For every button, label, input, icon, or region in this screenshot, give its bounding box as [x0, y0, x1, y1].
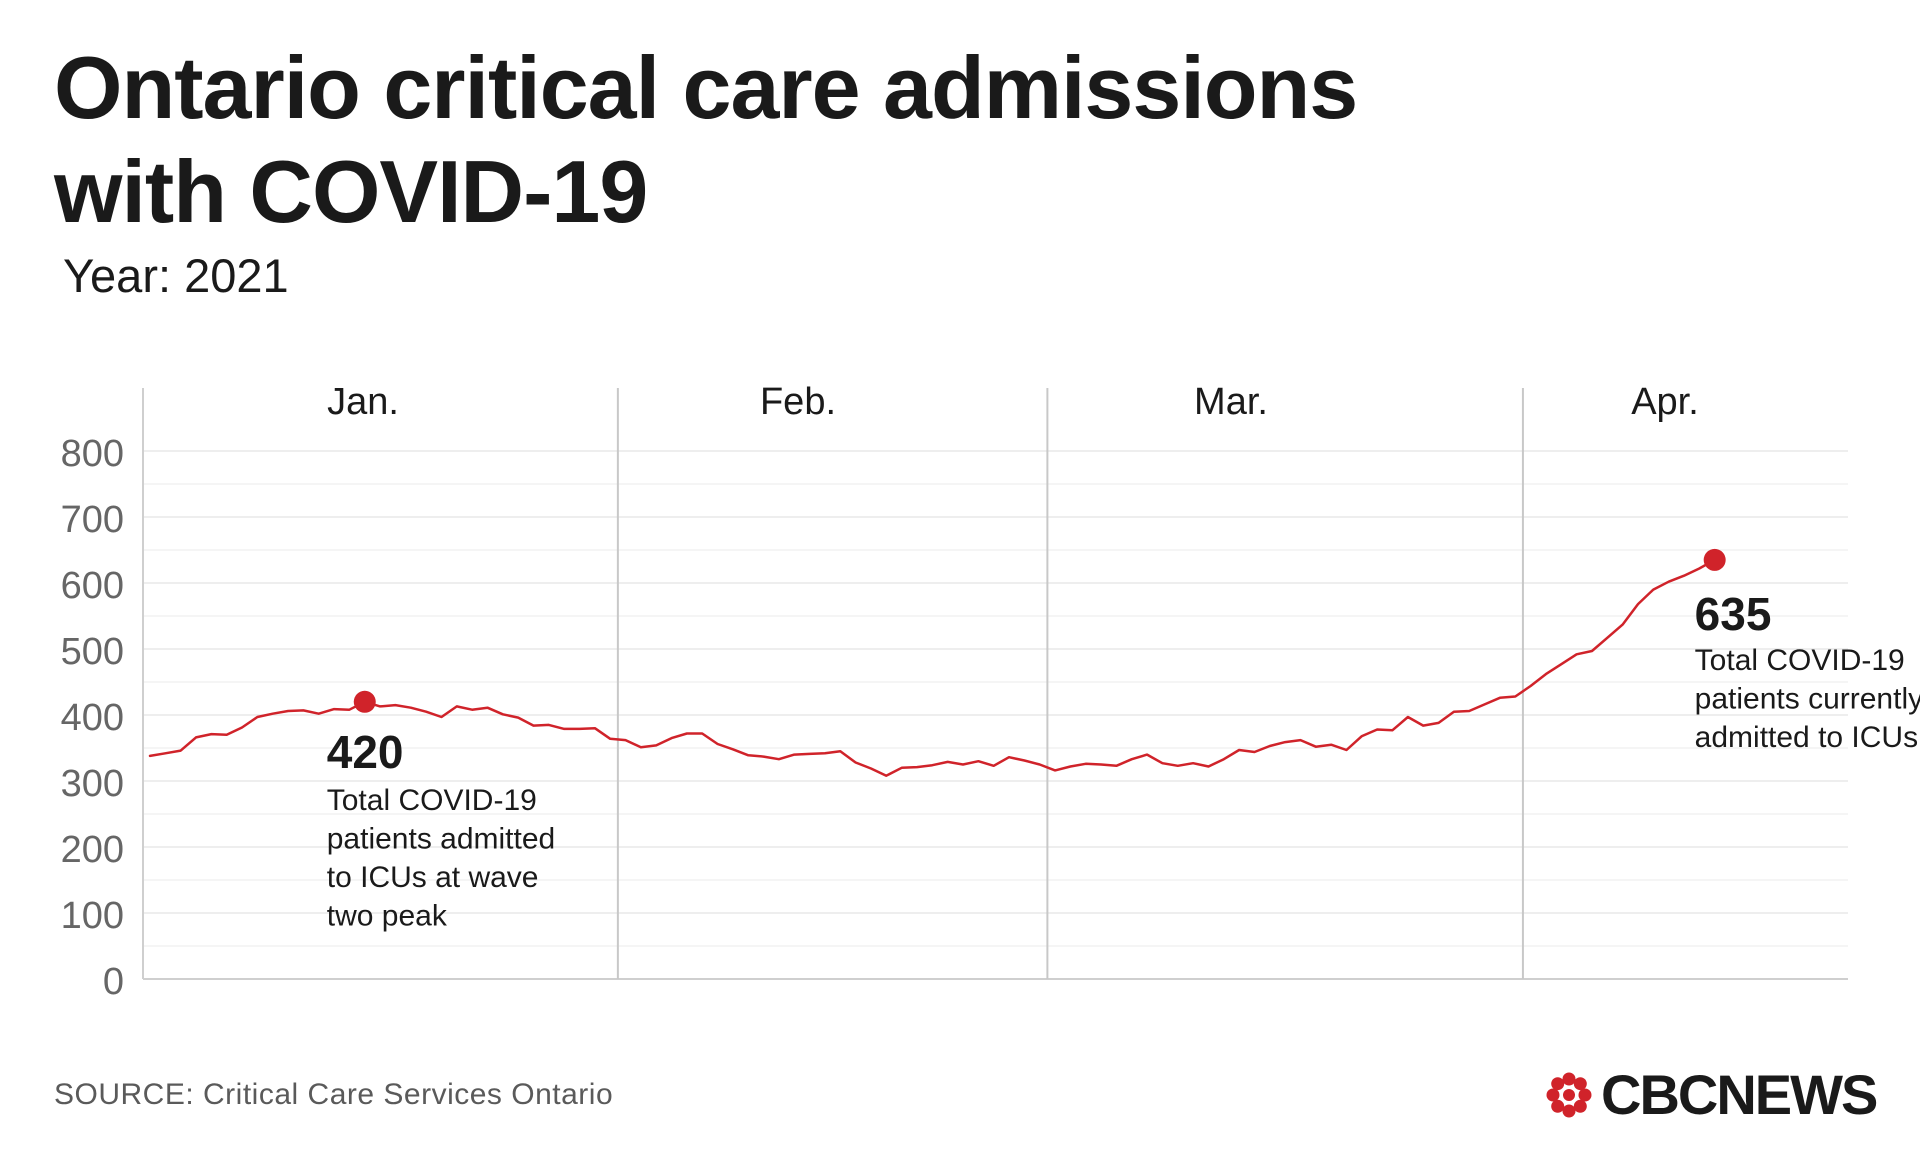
annotation-text-line: admitted to ICUs: [1695, 721, 1918, 754]
annotation-text-line: two peak: [327, 899, 448, 932]
title-line-1: Ontario critical care admissions: [54, 38, 1358, 137]
y-tick-label: 100: [61, 895, 124, 937]
annotation-marker: [1703, 548, 1726, 571]
logo-wordmark: CBCNEWS: [1601, 1063, 1878, 1126]
annotation-text-line: to ICUs at wave: [327, 861, 539, 894]
annotation-text-line: patients currently: [1695, 682, 1920, 715]
gem-center: [1563, 1089, 1575, 1101]
gem-petals: [1546, 1072, 1592, 1118]
annotation-text-line: Total COVID-19: [1695, 644, 1905, 677]
annotation-value: 635: [1695, 588, 1772, 640]
y-tick-label: 200: [61, 829, 124, 871]
y-tick-label: 500: [61, 631, 124, 673]
series-line: [148, 558, 1716, 777]
annotation-marker: [353, 690, 376, 713]
y-tick-label: 800: [61, 433, 124, 475]
y-tick-label: 400: [61, 697, 124, 739]
y-tick-label: 700: [61, 499, 124, 541]
annotation-text-line: patients admitted: [327, 822, 555, 855]
y-tick-label: 600: [61, 565, 124, 607]
annotation-text-line: Total COVID-19: [327, 784, 537, 817]
y-tick-label: 0: [103, 961, 124, 1003]
title-line-2: with COVID-19: [54, 142, 648, 241]
chart-subtitle: Year: 2021: [63, 249, 289, 302]
month-label: Jan.: [327, 381, 399, 423]
chart-title: Ontario critical care admissions with CO…: [54, 36, 1554, 244]
cbc-news-logo: CBCNEWS: [1545, 1063, 1878, 1127]
source-note: SOURCE: Critical Care Services Ontario: [54, 1078, 614, 1111]
month-label: Apr.: [1631, 381, 1699, 423]
y-tick-label: 300: [61, 763, 124, 805]
annotation-value: 420: [327, 726, 404, 778]
month-label: Feb.: [760, 381, 836, 423]
cbc-gem-icon: [1546, 1072, 1592, 1118]
month-label: Mar.: [1194, 381, 1268, 423]
